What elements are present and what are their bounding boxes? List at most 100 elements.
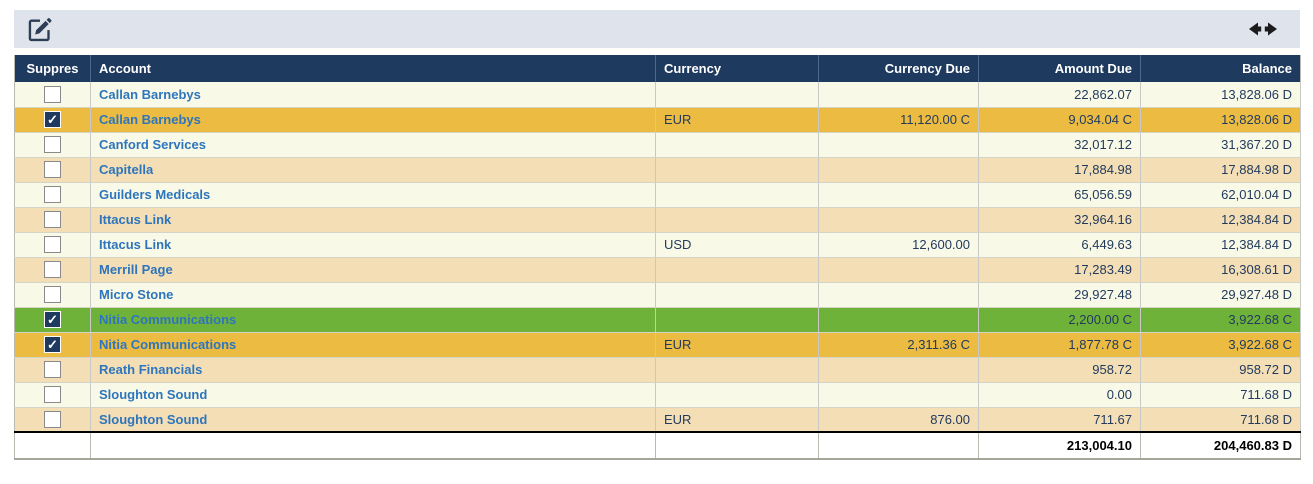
totals-currency-cell [655,431,819,460]
table-header-row: Suppres Account Currency Currency Due Am… [14,55,1301,82]
account-cell: Merrill Page [90,257,656,283]
amount-due-cell: 22,862.07 [978,82,1141,108]
total-amount-due: 213,004.10 [978,431,1141,460]
toolbar [14,10,1300,48]
currency-cell [655,257,819,283]
account-cell: Callan Barnebys [90,107,656,133]
suppress-checkbox[interactable]: ✓ [44,361,61,379]
suppress-checkbox[interactable]: ✓ [44,161,61,179]
amount-due-cell: 32,964.16 [978,207,1141,233]
suppress-cell: ✓ [14,307,91,333]
horizontal-arrows-icon [1249,22,1277,36]
column-header-amount-due[interactable]: Amount Due [978,55,1141,82]
account-link[interactable]: Merrill Page [99,262,173,277]
table-row: ✓ Callan Barnebys EUR 11,120.00 C 9,034.… [14,107,1301,133]
account-link[interactable]: Canford Services [99,137,206,152]
account-cell: Reath Financials [90,357,656,383]
suppress-checkbox[interactable]: ✓ [44,261,61,279]
total-balance: 204,460.83 D [1140,431,1301,460]
account-link[interactable]: Ittacus Link [99,212,172,227]
suppress-cell: ✓ [14,357,91,383]
account-link[interactable]: Reath Financials [99,362,203,377]
currency-due-cell [818,157,979,183]
account-cell: Guilders Medicals [90,182,656,208]
balance-cell: 958.72 D [1140,357,1301,383]
currency-due-cell [818,382,979,408]
suppress-checkbox[interactable]: ✓ [44,286,61,304]
currency-due-cell: 12,600.00 [818,232,979,258]
account-link[interactable]: Nitia Communications [99,337,237,352]
edit-button[interactable] [24,14,55,45]
suppress-cell: ✓ [14,107,91,133]
column-header-currency[interactable]: Currency [655,55,819,82]
totals-account-cell [90,431,656,460]
suppress-checkbox[interactable]: ✓ [44,336,61,354]
balance-cell: 12,384.84 D [1140,207,1301,233]
balance-cell: 13,828.06 D [1140,107,1301,133]
currency-cell [655,357,819,383]
currency-cell [655,157,819,183]
account-link[interactable]: Sloughton Sound [99,387,208,402]
account-link[interactable]: Callan Barnebys [99,86,201,102]
suppress-checkbox[interactable]: ✓ [44,211,61,229]
table-row: ✓ Nitia Communications EUR 2,311.36 C 1,… [14,332,1301,358]
currency-cell [655,282,819,308]
account-link[interactable]: Ittacus Link [99,237,172,252]
suppress-checkbox[interactable]: ✓ [44,111,61,129]
suppress-checkbox[interactable]: ✓ [44,386,61,404]
suppress-checkbox[interactable]: ✓ [44,410,61,428]
currency-due-cell [818,357,979,383]
currency-cell: USD [655,232,819,258]
account-link[interactable]: Micro Stone [99,287,174,302]
suppress-checkbox[interactable]: ✓ [44,85,61,103]
currency-due-cell [818,207,979,233]
table-row: ✓ Ittacus Link USD 12,600.00 6,449.63 12… [14,232,1301,258]
table-row: ✓ Merrill Page 17,283.49 16,308.61 D [14,257,1301,283]
column-header-balance[interactable]: Balance [1140,55,1301,82]
column-header-suppres[interactable]: Suppres [14,55,91,82]
suppress-cell: ✓ [14,132,91,158]
check-icon: ✓ [47,112,58,128]
account-link[interactable]: Guilders Medicals [99,187,211,202]
account-cell: Canford Services [90,132,656,158]
amount-due-cell: 17,283.49 [978,257,1141,283]
account-link[interactable]: Callan Barnebys [99,112,201,127]
account-cell: Sloughton Sound [90,382,656,408]
amount-due-cell: 2,200.00 C [978,307,1141,333]
account-link[interactable]: Sloughton Sound [99,411,208,427]
balance-cell: 16,308.61 D [1140,257,1301,283]
resize-columns-button[interactable] [1246,19,1280,39]
amount-due-cell: 711.67 [978,407,1141,433]
table-row: ✓ Sloughton Sound EUR 876.00 711.67 711.… [14,407,1301,433]
currency-cell [655,382,819,408]
amount-due-cell: 0.00 [978,382,1141,408]
column-header-currency-due[interactable]: Currency Due [818,55,979,82]
balance-cell: 13,828.06 D [1140,82,1301,108]
balance-cell: 12,384.84 D [1140,232,1301,258]
suppress-checkbox[interactable]: ✓ [44,311,61,329]
table-row: ✓ Guilders Medicals 65,056.59 62,010.04 … [14,182,1301,208]
check-icon: ✓ [47,312,58,328]
currency-cell [655,132,819,158]
suppress-checkbox[interactable]: ✓ [44,236,61,254]
suppress-cell: ✓ [14,282,91,308]
currency-due-cell [818,257,979,283]
suppress-checkbox[interactable]: ✓ [44,186,61,204]
currency-cell: EUR [655,107,819,133]
currency-due-cell: 876.00 [818,407,979,433]
account-cell: Ittacus Link [90,207,656,233]
currency-due-cell [818,307,979,333]
suppress-cell: ✓ [14,257,91,283]
account-link[interactable]: Nitia Communications [99,312,237,327]
currency-due-cell [818,132,979,158]
suppress-cell: ✓ [14,382,91,408]
balance-cell: 711.68 D [1140,382,1301,408]
balance-cell: 31,367.20 D [1140,132,1301,158]
currency-due-cell [818,282,979,308]
suppress-checkbox[interactable]: ✓ [44,136,61,154]
amount-due-cell: 6,449.63 [978,232,1141,258]
column-header-account[interactable]: Account [90,55,656,82]
amount-due-cell: 9,034.04 C [978,107,1141,133]
account-link[interactable]: Capitella [99,162,154,177]
totals-suppres-cell [14,431,91,460]
